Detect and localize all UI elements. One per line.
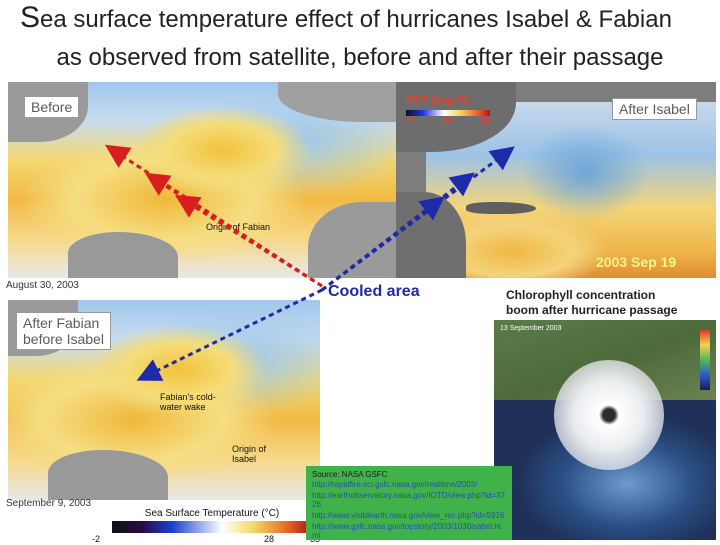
- sea-surface-temperature-legend-title: Sea Surface Temperature (°C): [144, 508, 280, 519]
- sst-legend-title: SST (deg C): [406, 94, 469, 106]
- sst-legend-colorbar: [406, 110, 490, 116]
- chlorophyll-image: [494, 320, 716, 540]
- fabian-south-america-land: [48, 450, 168, 500]
- after-isabel-label: After Isabel: [612, 98, 697, 120]
- source-link-2[interactable]: http://earthobservatory.nasa.gov/IOTD/vi…: [312, 491, 506, 509]
- sst-tick-3: 35: [479, 116, 490, 126]
- cold-water-wake-annotation: Fabian's cold-water wake: [160, 392, 216, 412]
- after-fabian-label: After Fabian before Isabel: [16, 312, 111, 350]
- before-label: Before: [24, 96, 80, 118]
- chlorophyll-title-line2: boom after hurricane passage: [506, 303, 678, 317]
- after-isabel-date: 2003 Sep 19: [596, 254, 677, 270]
- after-fabian-date-caption: September 9, 2003: [6, 498, 92, 509]
- source-link-4[interactable]: http://www.gsfc.nasa.gov/topstory/2003/1…: [312, 522, 502, 540]
- sst-tick-2: 28: [442, 116, 453, 126]
- source-link-3[interactable]: http://www.visiblearth.nasa.gov/view_rec…: [312, 511, 505, 520]
- south-america-land: [68, 232, 178, 278]
- hurricane-cloud: [554, 360, 664, 470]
- slide-title-line2: as observed from satellite, before and a…: [56, 44, 664, 71]
- sst-tick-1: 21: [406, 116, 417, 126]
- origin-fabian-annotation: Origin of Fabian: [206, 222, 271, 232]
- chlorophyll-title-line1: Chlorophyll concentration: [506, 288, 656, 302]
- isabel-cuba-land: [466, 202, 536, 214]
- after-fabian-label-line2: before Isabel: [23, 331, 104, 347]
- sea-surface-temperature-colorbar: [112, 521, 312, 533]
- sea-surface-temperature-tick-1: -2: [92, 534, 101, 544]
- sst-legend: SST (deg C) 21 28 35: [406, 94, 496, 138]
- title-rest: ea surface temperature effect of hurrica…: [40, 6, 672, 33]
- africa-land: [308, 202, 398, 278]
- chlorophyll-date: 13 September 2003: [500, 325, 562, 332]
- cooled-area-label: Cooled area: [328, 283, 420, 300]
- source-link-1[interactable]: http://rapidfire.sci.gsfc.nasa.gov/realt…: [312, 480, 478, 489]
- after-fabian-label-line1: After Fabian: [23, 315, 100, 331]
- sea-surface-temperature-tick-2: 28: [264, 534, 275, 544]
- title-initial: S: [20, 1, 41, 34]
- source-box: Source: NASA GSFC http://rapidfire.sci.g…: [306, 466, 512, 540]
- chlorophyll-title: Chlorophyll concentration boom after hur…: [506, 288, 677, 318]
- before-date-caption: August 30, 2003: [6, 280, 79, 291]
- source-title: Source: NASA GSFC: [312, 470, 388, 479]
- sea-surface-temperature-legend: Sea Surface Temperature (°C) -2 28 35: [92, 508, 320, 545]
- slide-title-line1: Sea surface temperature effect of hurric…: [20, 1, 710, 34]
- europe-land: [278, 82, 398, 122]
- chlorophyll-colorbar: [700, 330, 710, 390]
- origin-isabel-annotation: Origin of Isabel: [232, 444, 267, 464]
